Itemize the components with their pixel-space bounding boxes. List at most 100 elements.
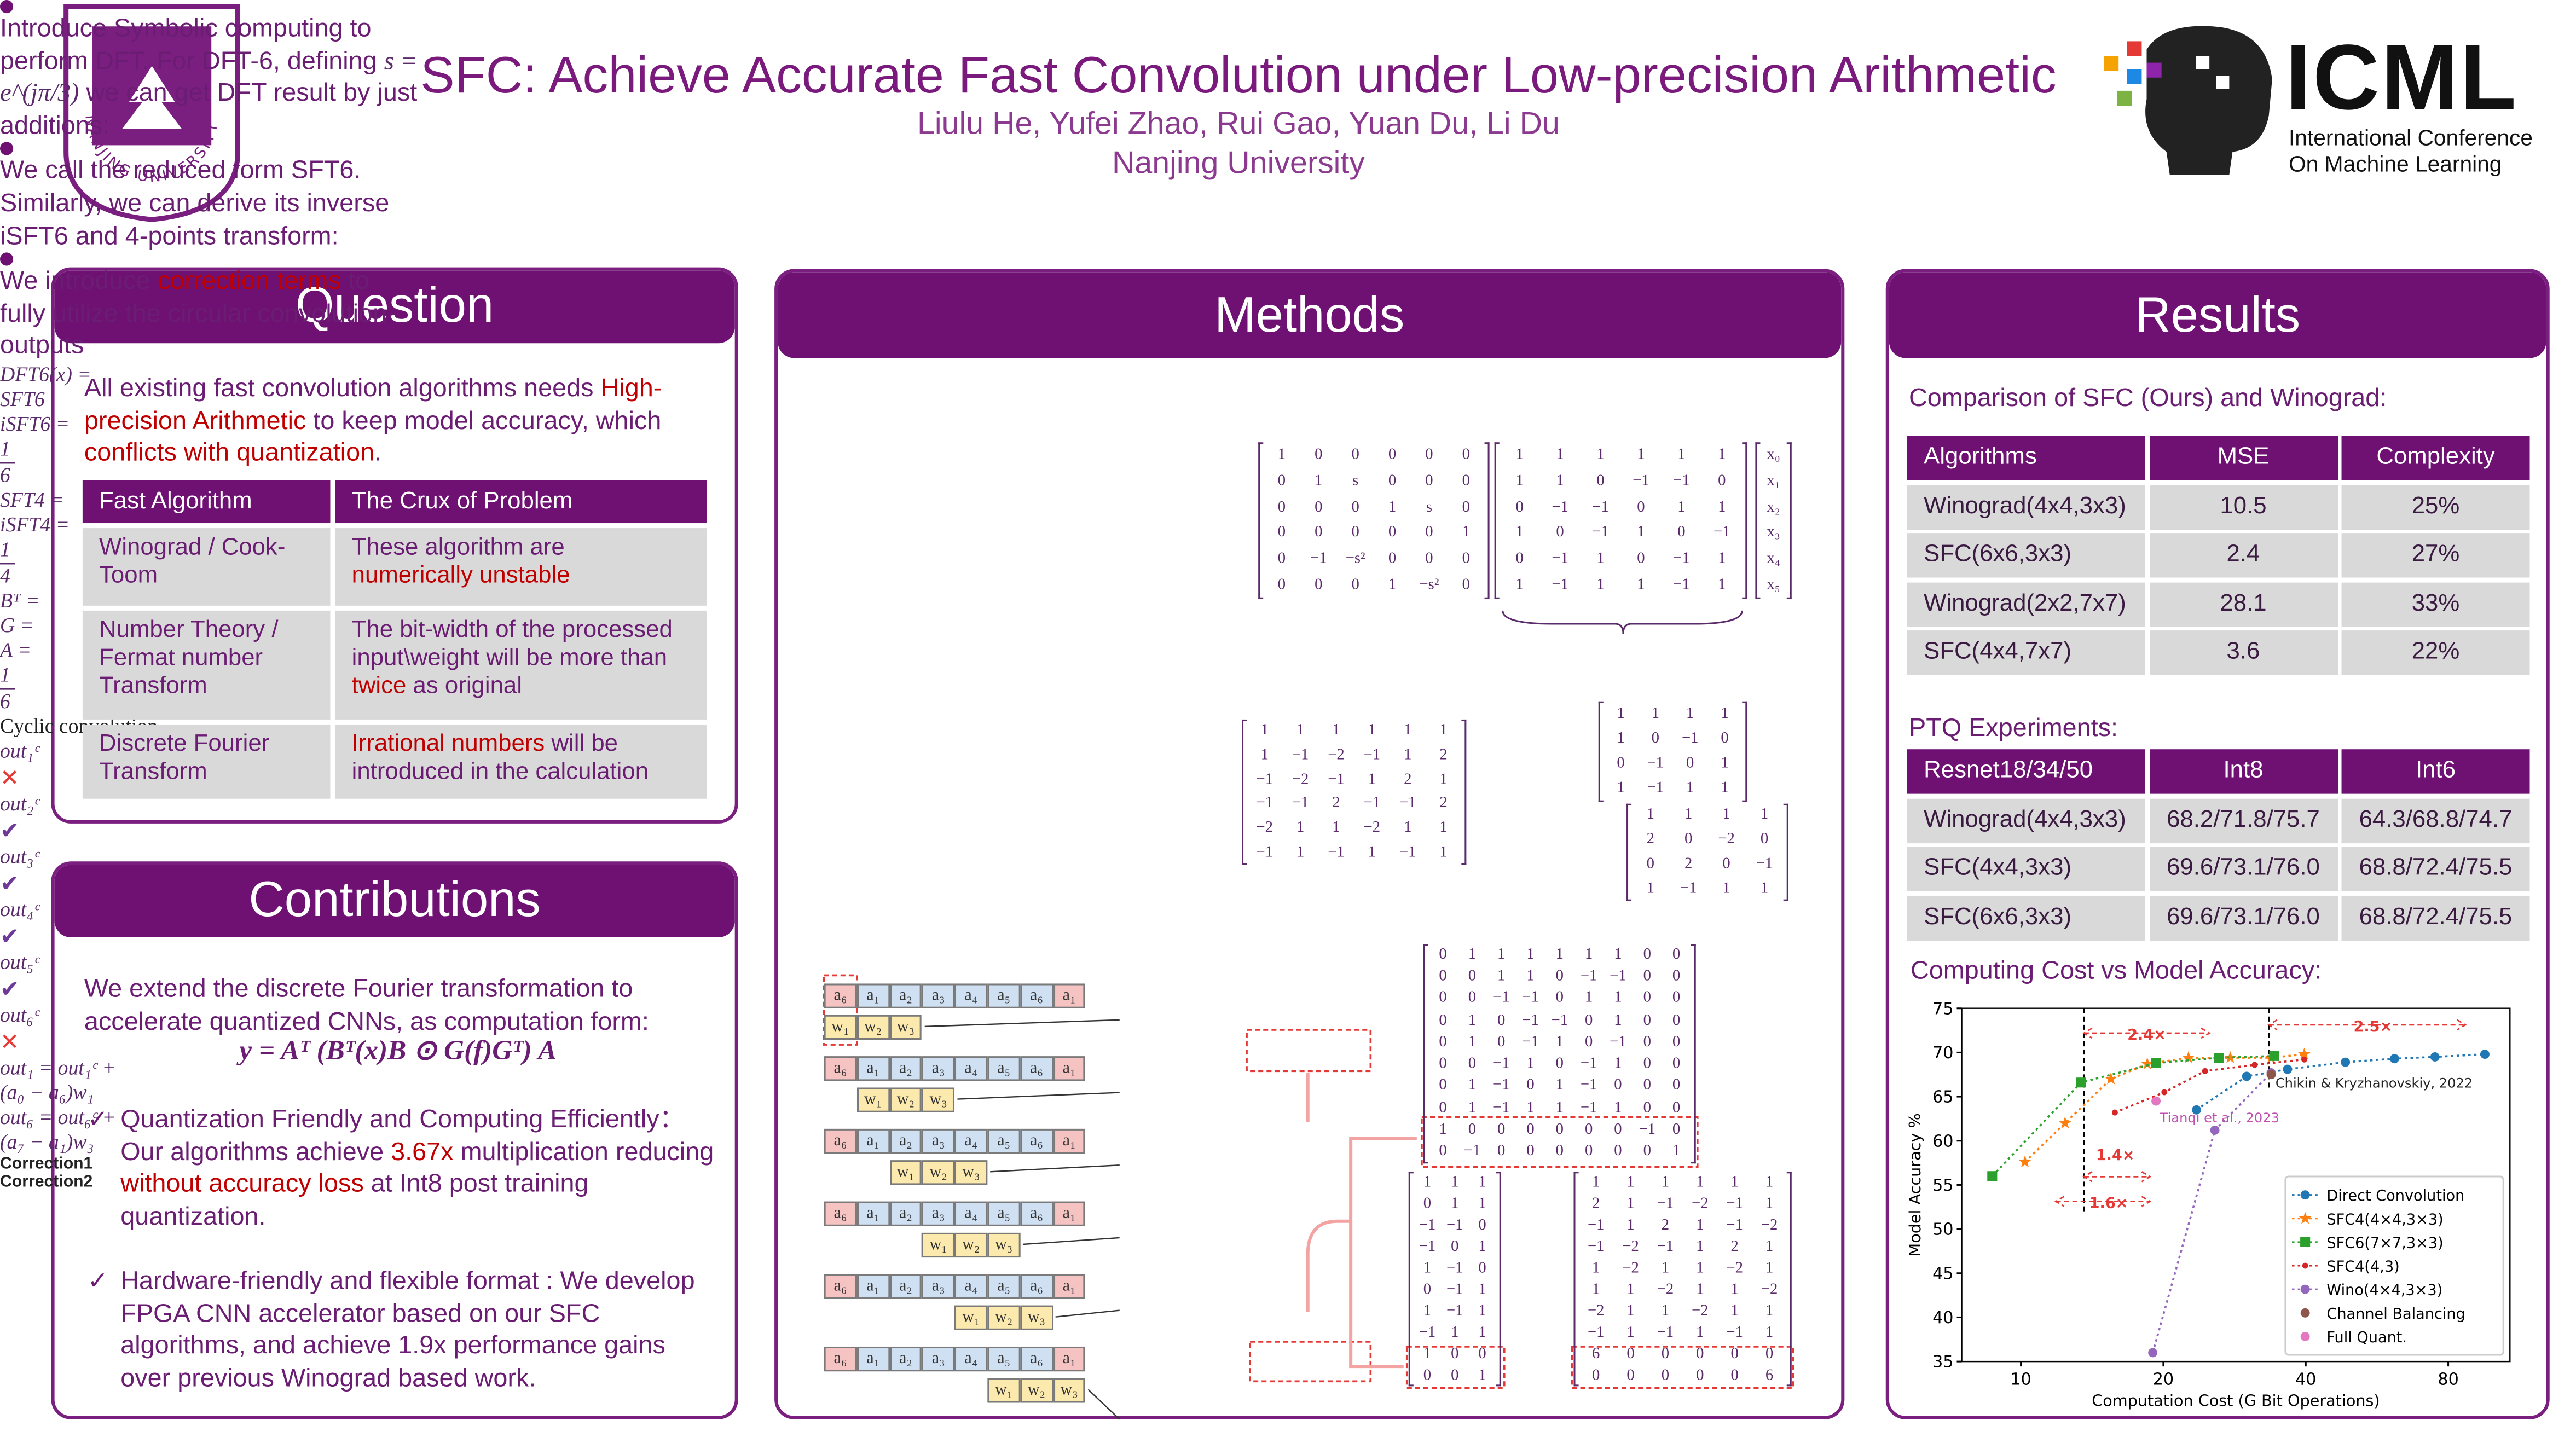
- fraction-num: 1: [0, 663, 10, 687]
- correction-term: (a₇ − a₁)w₃: [0, 1130, 94, 1154]
- text-run: Introduce Symbolic computing to perform …: [0, 15, 384, 76]
- table-cell: 22%: [2341, 630, 2530, 675]
- icml-pixel: [2104, 56, 2119, 71]
- matrix-entry: 0: [1439, 990, 1447, 1007]
- a-cell: a₂: [889, 1201, 922, 1226]
- matrix-entry: 1: [1696, 1238, 1704, 1255]
- matrix-entry: −2: [1718, 832, 1735, 849]
- contribution-bullet: Hardware-friendly and flexible format : …: [120, 1266, 715, 1395]
- check-icon: ✔: [0, 870, 20, 896]
- matrix-entry: 1: [1260, 723, 1269, 740]
- matrix-entry: 1: [1497, 969, 1506, 986]
- matrix-entry: 1: [1730, 1281, 1739, 1299]
- a-cell: a₃: [922, 1128, 955, 1154]
- bracket: [1783, 803, 1788, 901]
- matrix-entry: 1: [1368, 844, 1376, 861]
- highlight: conflicts with quantization: [84, 439, 375, 468]
- matrix-entry: 0: [1315, 525, 1323, 542]
- icml-pixel: [2196, 56, 2210, 69]
- matrix-entry: 0: [1468, 1056, 1477, 1073]
- matrix-entry: 1: [1555, 1078, 1564, 1095]
- table-cell: Winograd / Cook-Toom: [82, 528, 331, 606]
- icml-line: On Machine Learning: [2288, 152, 2502, 177]
- legend-label: Direct Convolution: [2326, 1187, 2464, 1204]
- matrix-entry: 0: [1425, 447, 1433, 464]
- matrix-entry: 1: [1661, 1174, 1670, 1191]
- matrix-entry: 1: [1765, 1324, 1774, 1341]
- a-cell: a₅: [987, 1274, 1021, 1299]
- a-cell: a₆: [824, 1056, 857, 1081]
- matrix-entry: −1: [1580, 1078, 1597, 1095]
- w-cell: w₁: [856, 1087, 890, 1112]
- a-cell: a₄: [954, 1201, 988, 1226]
- matrix-entry: −2: [1328, 747, 1345, 764]
- a-cell: a₁: [1052, 1274, 1086, 1299]
- matrix-entry: 1: [1423, 1260, 1432, 1277]
- matrix-entry: 1: [1617, 731, 1625, 747]
- y-tick-label: 50: [1932, 1220, 1953, 1239]
- point: [2301, 1056, 2307, 1063]
- a-cell: a₅: [987, 1346, 1021, 1372]
- matrix-entry: 0: [1451, 1346, 1459, 1363]
- matrix-entry: 1: [1423, 1303, 1432, 1320]
- matrix-entry: −1: [1647, 781, 1664, 798]
- table-cell: Number Theory / Fermat number Transform: [82, 610, 331, 720]
- table-header-cell: MSE: [2149, 436, 2337, 480]
- annotation: 2.4×: [2127, 1027, 2166, 1044]
- matrix-entry: 0: [1684, 832, 1693, 849]
- dashed-box: [1246, 1029, 1372, 1073]
- point: [2341, 1057, 2351, 1067]
- matrix-entry: 1: [1388, 499, 1397, 516]
- a-cell: a₆: [1020, 983, 1053, 1008]
- matrix-entry: −1: [1256, 844, 1273, 861]
- x-axis-label: Computation Cost (G Bit Operations): [2092, 1392, 2380, 1410]
- matrix-entry: 1: [1722, 807, 1730, 825]
- matrix-entry: 1: [1596, 577, 1605, 594]
- y-tick-label: 65: [1932, 1088, 1953, 1107]
- matrix-entry: 1: [1592, 1260, 1600, 1277]
- bracket: [1494, 442, 1500, 599]
- math-label: DFT6(x) =: [0, 363, 91, 386]
- matrix-entry: 2: [1592, 1196, 1600, 1213]
- point: [2018, 1155, 2031, 1168]
- a-cell: a₆: [824, 1128, 857, 1154]
- matrix-entry: −1: [1463, 1144, 1481, 1161]
- w-cell: w₂: [987, 1305, 1021, 1330]
- matrix-entry: −1: [1328, 844, 1345, 861]
- text-run: Winograd / Cook-Toom: [99, 535, 286, 589]
- icml-pixel: [2146, 62, 2162, 78]
- legend-label: SFC6(7×7,3×3): [2326, 1234, 2443, 1251]
- a-cell: a₆: [1020, 1128, 1053, 1154]
- table-header-cell: The Crux of Problem: [335, 480, 707, 524]
- table-cell: 2.4: [2149, 533, 2337, 578]
- matrix-entry: 1: [1614, 947, 1622, 964]
- matrix-entry: −2: [1587, 1303, 1605, 1320]
- w-cell: w₃: [1020, 1305, 1053, 1330]
- bracket: [1461, 719, 1467, 865]
- matrix-entry: 1: [1423, 1174, 1432, 1191]
- matrix-entry: 1: [1637, 577, 1645, 594]
- bracket: [1755, 442, 1761, 599]
- method-bullet: We call the reduced form SFT6. Similarly…: [0, 156, 396, 253]
- matrix-entry: 1: [1515, 447, 1524, 464]
- matrix-entry: 0: [1643, 990, 1651, 1007]
- matrix-entry: −1: [1580, 969, 1597, 986]
- matrix-entry: −1: [1580, 1056, 1597, 1073]
- matrix-entry: 1: [1423, 1346, 1432, 1363]
- matrix-entry: 1: [1765, 1174, 1774, 1191]
- matrix-entry: 0: [1643, 1144, 1651, 1161]
- a-cell: a₁: [1052, 1128, 1086, 1154]
- matrix-entry: x₅: [1767, 577, 1780, 594]
- icml-name: ICML: [2285, 25, 2518, 129]
- matrix-entry: −1: [1419, 1238, 1436, 1255]
- matrix-entry: 1: [1478, 1303, 1486, 1320]
- matrix-entry: 0: [1555, 1056, 1564, 1073]
- matrix-entry: 1: [1478, 1367, 1486, 1384]
- dashed-box: [823, 974, 858, 1046]
- matrix-entry: 1: [1596, 447, 1605, 464]
- table-cell: 68.2/71.8/75.7: [2149, 798, 2337, 843]
- table-cell: Winograd(2x2,7x7): [1907, 582, 2145, 627]
